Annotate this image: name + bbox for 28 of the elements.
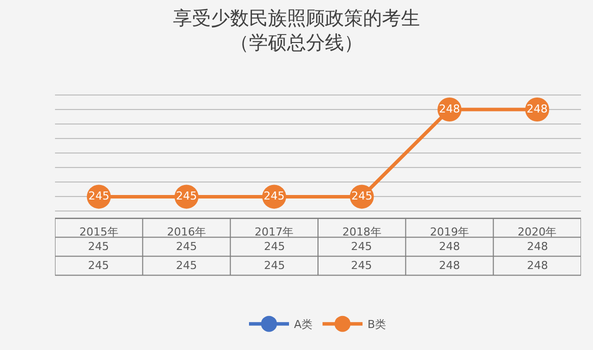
text: 248 — [439, 240, 460, 253]
data-label: 248 — [439, 259, 460, 272]
data-label: 245 — [264, 259, 285, 272]
data-label: 245 — [88, 259, 109, 272]
text: 245 — [176, 240, 197, 253]
data-label: 248 — [527, 259, 548, 272]
text: 245 — [264, 189, 285, 202]
x-tick-label: 2020年 — [518, 225, 557, 238]
x-tick-label: 2018年 — [342, 225, 382, 238]
chart-title: 享受少数民族照顾政策的考生 — [173, 8, 420, 30]
text: 245 — [88, 189, 110, 202]
text: 245 — [351, 189, 372, 202]
data-label: 245 — [351, 259, 372, 272]
x-tick-label: 2015年 — [79, 225, 118, 238]
text: 248 — [439, 102, 460, 116]
text: 245 — [88, 240, 109, 253]
text: 248 — [526, 102, 548, 116]
x-tick-label: 2016年 — [167, 225, 206, 238]
chart-subtitle: （学硕总分线） — [230, 32, 363, 54]
x-tick-label: 2019年 — [430, 225, 469, 238]
text: 245 — [264, 240, 285, 253]
legend-label: A类 — [294, 318, 313, 332]
legend-label: B类 — [368, 318, 386, 332]
text: 245 — [351, 240, 372, 253]
x-tick-label: 2017年 — [254, 225, 294, 238]
data-label: 245 — [176, 259, 197, 272]
text: 245 — [176, 189, 197, 202]
text: 248 — [527, 240, 548, 253]
